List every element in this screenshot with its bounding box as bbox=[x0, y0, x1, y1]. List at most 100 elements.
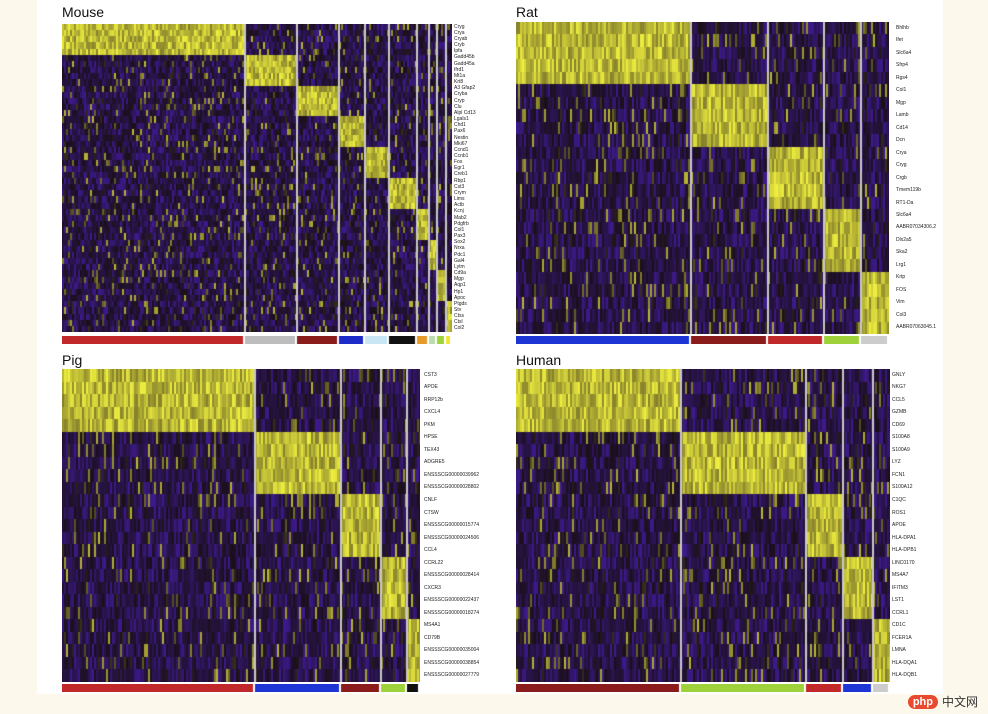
gene-label: AABR07034306.2 bbox=[896, 224, 937, 231]
gene-label: Ska2 bbox=[896, 249, 908, 256]
gene-label: CCRL1 bbox=[892, 609, 909, 616]
gene-label: Pax3 bbox=[454, 233, 466, 239]
gene-label: Ifrd1 bbox=[454, 66, 465, 73]
gene-labels-mouse: Cryg Crya Cryab Cryb Ipfa Gadd45b Gadd45a Ifrd1… bbox=[454, 24, 480, 332]
gene-label: CCL4 bbox=[424, 547, 437, 553]
gene-label: TEX43 bbox=[424, 446, 440, 453]
gene-label: Mgp bbox=[896, 99, 906, 106]
gene-label: FOS bbox=[896, 286, 907, 293]
panel-title: Rat bbox=[516, 4, 538, 20]
gene-label: Kcnj bbox=[454, 208, 464, 215]
panel-title: Mouse bbox=[62, 4, 105, 20]
gene-label: Cryg bbox=[896, 162, 907, 168]
gene-label: Tmem119b bbox=[896, 187, 921, 193]
gene-label: Clu bbox=[454, 103, 462, 110]
gene-label: Actb bbox=[454, 202, 465, 209]
gene-label: ENSSSCG00000028414 bbox=[424, 572, 480, 579]
gene-label: RRP12b bbox=[424, 396, 443, 403]
gene-label: Cryb bbox=[454, 42, 465, 49]
gene-label: HPSE bbox=[424, 434, 438, 441]
gene-label: CD1C bbox=[892, 622, 906, 629]
gene-label: Cryp bbox=[454, 97, 465, 104]
gene-label: HLA-DPB1 bbox=[892, 547, 917, 553]
gene-label: CXCL4 bbox=[424, 409, 441, 416]
gene-label: Crya bbox=[896, 149, 907, 156]
gene-label: Vim bbox=[896, 299, 905, 306]
gene-label: RT1-Da bbox=[896, 199, 914, 206]
gene-label: LST1 bbox=[892, 597, 904, 604]
watermark-badge: php bbox=[907, 694, 938, 709]
gene-label: NKG7 bbox=[892, 384, 906, 391]
gene-label: Krtp bbox=[896, 274, 906, 281]
gene-label: Cd14 bbox=[896, 124, 908, 131]
gene-label: ENSSSCG00000015774 bbox=[424, 522, 480, 528]
gene-label: ADGRE5 bbox=[424, 459, 445, 466]
gene-label: Fos bbox=[454, 159, 463, 166]
gene-label: IFITM3 bbox=[892, 584, 908, 591]
gene-label: Mt1a bbox=[454, 72, 466, 79]
cluster-bar-mouse bbox=[62, 336, 452, 344]
gene-label: HLA-DPA1 bbox=[892, 534, 917, 541]
gene-label: Creb1 bbox=[454, 171, 468, 178]
heatmap-pig bbox=[62, 369, 420, 682]
gene-label: Cst3 bbox=[454, 183, 465, 190]
gene-labels-human: GNLY NKG7 CCL5 GZMB CD69 S100A8 S100A9 LYZ FCN1 S… bbox=[892, 369, 940, 682]
gene-label: Rbp1 bbox=[454, 177, 466, 184]
gene-label: ENSSSCG00000024506 bbox=[424, 534, 480, 541]
gene-label: CD69 bbox=[892, 421, 905, 428]
gene-label: Gal4 bbox=[454, 257, 465, 264]
gene-label: Nrxa bbox=[454, 245, 465, 252]
gene-label: Krt8 bbox=[454, 79, 464, 85]
gene-label: Pdc1 bbox=[454, 251, 466, 258]
gene-label: LYZ bbox=[892, 459, 901, 466]
gene-label: CCL5 bbox=[892, 396, 905, 403]
gene-label: Lims bbox=[454, 196, 465, 203]
gene-label: Col3 bbox=[896, 311, 907, 318]
gene-label: Pax6 bbox=[454, 128, 466, 135]
gene-label: PKM bbox=[424, 421, 435, 428]
gene-label: Lgals1 bbox=[454, 116, 469, 122]
gene-label: Cryab bbox=[454, 35, 468, 42]
gene-label: Alpl Cd13 bbox=[454, 109, 476, 116]
panel-pig: Pig CST3 APOE RRP12b CXCL4 PKM HPSE TEX43 ADGRE… bbox=[62, 352, 482, 694]
cluster-bar-rat bbox=[516, 336, 889, 344]
gene-label: MS4A1 bbox=[424, 622, 441, 629]
gene-label: HLA-DQB1 bbox=[892, 672, 918, 679]
heatmap-human bbox=[516, 369, 890, 682]
gene-label: FCN1 bbox=[892, 471, 906, 478]
gene-label: CXCR3 bbox=[424, 584, 441, 591]
gene-label: S100A8 bbox=[892, 434, 910, 441]
gene-label: Bhlhb bbox=[896, 24, 909, 31]
panel-human: Human GNLY NKG7 CCL5 GZMB CD69 S100A8 S100A9 LY… bbox=[516, 352, 941, 694]
gene-label: FCER1A bbox=[892, 634, 912, 641]
heatmap-mouse bbox=[62, 24, 452, 332]
gene-label: ENSSSCG00000027779 bbox=[424, 672, 480, 679]
figure-canvas: Mouse Cryg Crya Cryab Cryb Ipfa Gadd45b Gadd45… bbox=[37, 0, 943, 694]
gene-label: CTSW bbox=[424, 509, 439, 516]
gene-label: Ifet bbox=[896, 37, 903, 44]
gene-label: Lamb bbox=[896, 112, 909, 119]
gene-label: AABR07063045.1 bbox=[896, 324, 937, 331]
gene-label: Crym bbox=[454, 189, 466, 196]
gene-label: Gadd45b bbox=[454, 54, 475, 61]
gene-label: Mgp bbox=[454, 276, 464, 283]
panel-title: Human bbox=[516, 352, 562, 368]
gene-labels-pig: CST3 APOE RRP12b CXCL4 PKM HPSE TEX43 ADGRE5 ENS… bbox=[424, 369, 482, 682]
gene-label: Sox2 bbox=[454, 239, 466, 246]
gene-label: S100A9 bbox=[892, 446, 910, 453]
gene-label: LINC0170 bbox=[892, 559, 915, 566]
gene-label: GNLY bbox=[892, 371, 906, 378]
gene-label: CCRL22 bbox=[424, 559, 444, 566]
gene-label: CD79B bbox=[424, 634, 441, 641]
gene-label: Ipfa bbox=[454, 48, 463, 55]
watermark: php 中文网 bbox=[907, 693, 978, 710]
gene-label: Slc6a4 bbox=[896, 211, 912, 218]
gene-label: MS4A7 bbox=[892, 572, 909, 579]
gene-label: ENSSSCG00000038854 bbox=[424, 659, 480, 666]
gene-label: APOE bbox=[892, 522, 906, 528]
gene-label: C1QC bbox=[892, 497, 906, 503]
watermark-text: 中文网 bbox=[941, 695, 978, 709]
gene-label: Mab2 bbox=[454, 214, 467, 221]
panel-rat: Rat Bhlhb Ifet Slc6a4 Sfrp4 Rgs4 Col1 Mgp Lamb C… bbox=[516, 4, 941, 349]
gene-label: ENSSSCG00000022437 bbox=[424, 597, 480, 604]
